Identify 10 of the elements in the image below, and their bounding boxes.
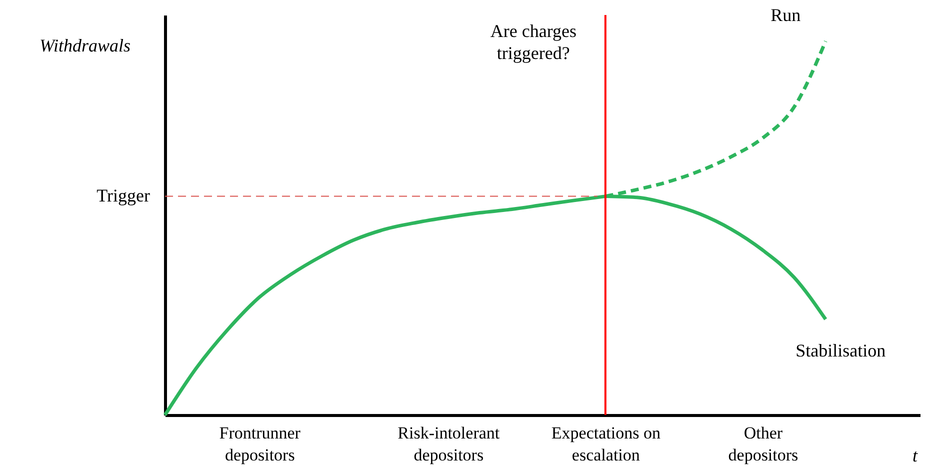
ref-line-label: Are charges triggered? [490,21,576,63]
x-axis-title: t [912,446,918,466]
x-tick-label: Risk-intolerant depositors [398,424,500,464]
x-tick-label: Expectations on escalation [551,424,661,464]
y-axis-title: Withdrawals [39,36,130,56]
x-tick-label: Other depositors [728,424,798,464]
ref-line-label: Trigger [96,185,150,206]
series-label: Run [770,5,801,26]
series-label: Stabilisation [796,340,886,360]
x-tick-label: Frontrunner depositors [219,424,301,464]
